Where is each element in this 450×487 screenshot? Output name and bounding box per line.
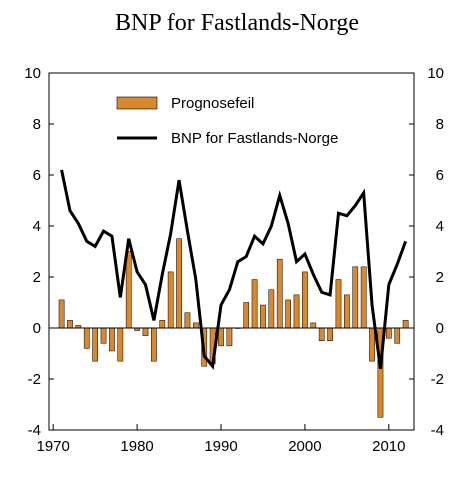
- y-tick-left-label: 2: [33, 269, 41, 286]
- bar-1999: [293, 294, 300, 329]
- bar-1986: [184, 312, 191, 329]
- y-tick-left-label: 6: [33, 167, 41, 184]
- bar-1995: [260, 304, 266, 329]
- bar-1981: [142, 327, 149, 336]
- x-axis-ticks: 1970 1980 1990 2000 2010: [37, 424, 406, 455]
- bar-1993: [243, 302, 250, 329]
- x-tick-label: 1990: [204, 438, 237, 455]
- bar-2007: [360, 266, 367, 329]
- bar-1979: [125, 251, 132, 329]
- bar-1998: [285, 299, 291, 329]
- y-tick-right-label: -4: [431, 422, 444, 439]
- y-tick-right-label: 8: [436, 116, 444, 133]
- y-tick-right-label: 0: [436, 320, 444, 337]
- bar-2010: [385, 327, 392, 339]
- bar-1977: [109, 327, 115, 352]
- bar-1984: [167, 271, 174, 329]
- plot-border: [48, 72, 415, 431]
- plot-frame: [48, 72, 415, 431]
- bar-1997: [276, 258, 283, 329]
- y-tick-right-label: 4: [436, 218, 444, 235]
- bar-1996: [268, 289, 275, 329]
- y-axis-right-ticks: -4 -2 0 2 4 6 8 10: [409, 65, 444, 439]
- bar-1982: [151, 327, 157, 362]
- bar-2000: [302, 271, 308, 329]
- y-tick-right-label: 6: [436, 167, 444, 184]
- legend: Prognosefeil BNP for Fastlands-Norge: [116, 95, 338, 147]
- bar-1978: [117, 327, 124, 362]
- bar-1971: [58, 299, 65, 329]
- y-tick-right-label: -2: [431, 371, 444, 388]
- bar-series: [58, 238, 409, 418]
- legend-label-prognosefeil: Prognosefeil: [171, 95, 254, 112]
- y-tick-left-label: -2: [28, 371, 41, 388]
- bar-1976: [100, 327, 107, 344]
- y-tick-left-label: 8: [33, 116, 41, 133]
- bar-1972: [67, 320, 73, 329]
- bar-2001: [310, 322, 317, 329]
- bar-2004: [335, 279, 342, 329]
- x-tick-label: 1970: [37, 438, 70, 455]
- y-axis-left-ticks: -4 -2 0 2 4 6 8 10: [24, 65, 54, 439]
- bar-2003: [327, 327, 333, 341]
- bnp-line: [60, 169, 408, 370]
- y-tick-right-label: 10: [427, 65, 444, 82]
- bar-1985: [176, 238, 182, 329]
- y-tick-left-label: 0: [33, 320, 41, 337]
- y-tick-left-label: 10: [24, 65, 41, 82]
- bar-2011: [394, 327, 401, 344]
- y-tick-left-label: 4: [33, 218, 41, 235]
- y-tick-left-label: -4: [28, 422, 41, 439]
- x-tick-label: 1980: [120, 438, 153, 455]
- y-tick-right-label: 2: [436, 269, 444, 286]
- legend-swatch-prognosefeil: [116, 96, 158, 110]
- x-tick-label: 2000: [288, 438, 321, 455]
- bar-2005: [344, 294, 350, 329]
- chart-title: BNP for Fastlands-Norge: [115, 10, 359, 36]
- bar-2012: [402, 320, 409, 329]
- bar-1974: [83, 327, 90, 349]
- x-tick-label: 2010: [372, 438, 405, 455]
- legend-label-bnp: BNP for Fastlands-Norge: [171, 130, 338, 147]
- bar-2002: [318, 327, 325, 341]
- bar-1991: [226, 327, 233, 347]
- bar-2008: [369, 327, 375, 362]
- bar-2006: [352, 266, 359, 329]
- bar-1990: [218, 327, 224, 347]
- bar-1983: [159, 320, 166, 329]
- line-series: [60, 169, 408, 370]
- bar-1975: [92, 327, 99, 362]
- bar-1987: [192, 322, 199, 329]
- bar-1994: [251, 279, 258, 329]
